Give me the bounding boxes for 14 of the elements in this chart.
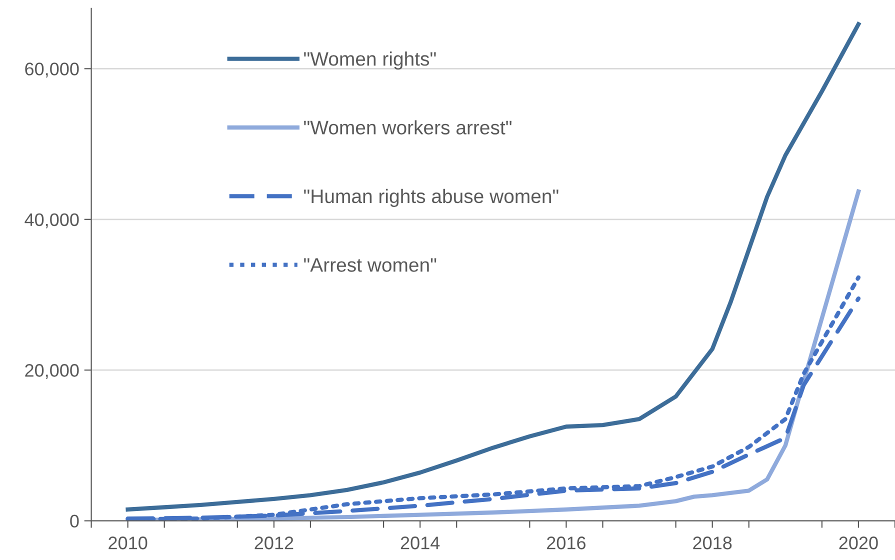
legend-label: "Women rights": [304, 52, 436, 70]
y-tick-label: 20,000: [25, 364, 79, 379]
x-tick-label: 2020: [839, 536, 878, 550]
x-tick-label: 2012: [254, 536, 294, 550]
y-tick-label: 40,000: [24, 213, 79, 228]
legend-label: "Women workers arrest": [304, 120, 512, 134]
x-tick-label: 2010: [108, 536, 148, 550]
x-tick-label: 2016: [547, 536, 586, 550]
x-tick-label: 2014: [400, 536, 440, 550]
legend-label: "Arrest women": [304, 258, 436, 272]
x-tick-label: 2018: [693, 536, 732, 550]
y-tick-label: 0: [70, 514, 79, 528]
legend-label: "Human rights abuse women": [304, 188, 558, 208]
y-tick-label: 60,000: [25, 62, 79, 78]
